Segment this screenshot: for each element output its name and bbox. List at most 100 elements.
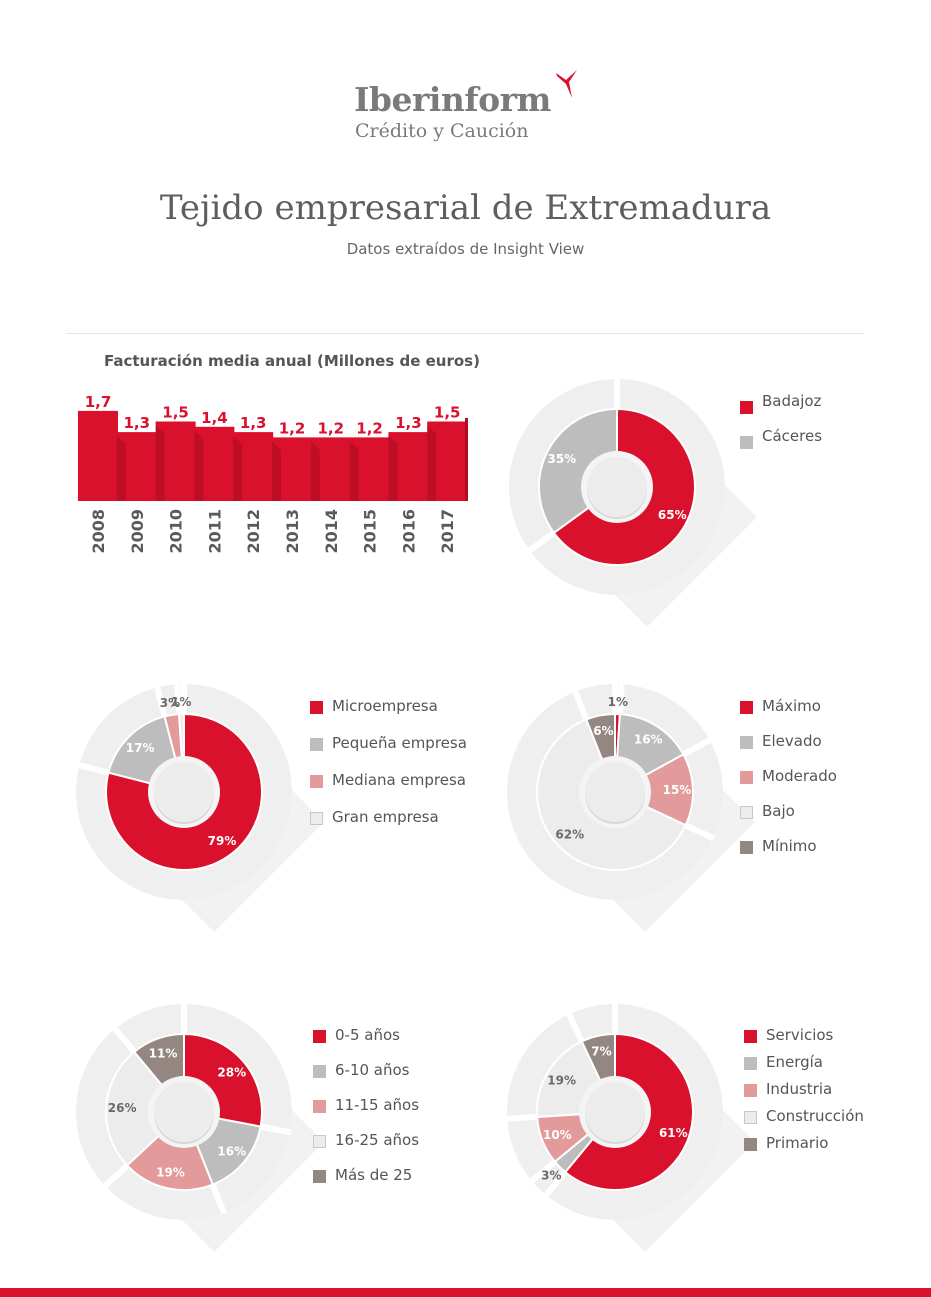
x-tick-label: 2016 xyxy=(399,509,418,554)
sector-donut-chart: 61% 3% 10% 19% 7% xyxy=(506,1003,755,1252)
legend-swatch xyxy=(740,736,753,749)
donut-separator xyxy=(260,1123,292,1136)
legend-swatch xyxy=(744,1138,757,1151)
donut-separator xyxy=(543,1170,568,1198)
bar-chart-title: Facturación media anual (Millones de eur… xyxy=(104,352,480,370)
donut-percent-label: 6% xyxy=(593,724,613,738)
revenue-bar-chart: 1,7 2008 1,3 2009 1,5 2010 1,4 2011 1,3 2012 1,2 20… xyxy=(78,393,468,554)
legend-label: Más de 25 xyxy=(335,1166,413,1184)
legend-label: Cáceres xyxy=(762,427,823,445)
donut-percent-label: 19% xyxy=(547,1073,576,1087)
x-tick-label: 2009 xyxy=(128,509,147,554)
company-age-donut-chart: 28% 16% 19% 26% 11% xyxy=(76,1003,324,1252)
donut-separator xyxy=(616,683,625,715)
legend-swatch xyxy=(744,1057,757,1070)
legend-swatch xyxy=(310,738,323,751)
donut-percent-label: 11% xyxy=(149,1047,178,1061)
footer-accent-bar xyxy=(0,1288,931,1297)
legend-label: Moderado xyxy=(762,767,837,785)
donut-center xyxy=(154,762,214,822)
bar-chart-edge xyxy=(465,418,468,501)
company-age-legend: 0-5 años 6-10 años 11-15 años 16-25 años… xyxy=(313,1026,419,1201)
donut-percent-label: 65% xyxy=(658,508,687,522)
bar-fold-shade xyxy=(388,436,398,501)
donut-center xyxy=(585,1082,645,1142)
legend-item: Primario xyxy=(744,1134,864,1161)
legend-swatch xyxy=(744,1030,757,1043)
legend-swatch xyxy=(740,841,753,854)
legend-swatch xyxy=(740,806,753,819)
legend-item: Badajoz xyxy=(740,392,822,427)
donut-percent-label: 1% xyxy=(608,695,628,709)
bar-2010 xyxy=(155,421,196,501)
legend-swatch xyxy=(313,1135,326,1148)
donut-separator xyxy=(506,1113,538,1122)
legend-item: 16-25 años xyxy=(313,1131,419,1166)
bar-2017 xyxy=(427,421,468,501)
bar-fold-shade xyxy=(155,425,165,501)
bar-value-label: 1,2 xyxy=(356,419,383,437)
legend-label: Industria xyxy=(766,1080,833,1098)
bar-fold-shade xyxy=(78,415,87,501)
donut-separator xyxy=(572,689,590,721)
bar-2015 xyxy=(349,437,390,501)
legend-label: Bajo xyxy=(762,802,795,820)
legend-label: Primario xyxy=(766,1134,829,1152)
province-donut-chart: 65% 35% xyxy=(509,378,757,627)
legend-label: Microempresa xyxy=(332,697,438,715)
bar-value-label: 1,7 xyxy=(85,393,112,411)
legend-item: Pequeña empresa xyxy=(310,734,467,771)
bar-fold-shade xyxy=(349,441,359,501)
legend-label: Energía xyxy=(766,1053,823,1071)
bar-value-label: 1,3 xyxy=(395,414,422,432)
legend-swatch xyxy=(313,1030,326,1043)
risk-donut-chart: 1% 16% 15% 62% 6% xyxy=(507,683,755,932)
donut-center xyxy=(585,762,645,822)
legend-item: Servicios xyxy=(744,1026,864,1053)
bar-value-label: 1,5 xyxy=(162,404,189,422)
donut-separator xyxy=(565,1012,585,1043)
x-tick-label: 2008 xyxy=(89,509,108,554)
donut-percent-label: 19% xyxy=(156,1166,185,1180)
legend-item: Cáceres xyxy=(740,427,822,462)
legend-item: Máximo xyxy=(740,697,837,732)
bar-value-label: 1,5 xyxy=(434,404,461,422)
x-tick-label: 2011 xyxy=(205,509,224,554)
legend-item: Moderado xyxy=(740,767,837,802)
donut-percent-label: 1% xyxy=(171,695,191,709)
x-tick-label: 2014 xyxy=(322,509,341,554)
legend-swatch xyxy=(740,436,753,449)
donut-separator xyxy=(681,736,712,758)
bar-value-label: 1,2 xyxy=(279,419,306,437)
bar-2014 xyxy=(310,437,351,501)
legend-swatch xyxy=(744,1111,757,1124)
donut-percent-label: 15% xyxy=(663,783,692,797)
donut-percent-label: 10% xyxy=(543,1128,572,1142)
legend-swatch xyxy=(740,401,753,414)
bar-fold-shade xyxy=(427,425,437,501)
legend-swatch xyxy=(744,1084,757,1097)
legend-label: Máximo xyxy=(762,697,821,715)
bar-2008 xyxy=(78,410,118,501)
donut-percent-label: 26% xyxy=(108,1101,137,1115)
legend-swatch xyxy=(310,812,323,825)
legend-swatch xyxy=(313,1170,326,1183)
donut-separator xyxy=(527,530,556,554)
bar-2016 xyxy=(388,432,429,501)
legend-swatch xyxy=(740,771,753,784)
donut-percent-label: 3% xyxy=(541,1169,561,1183)
legend-swatch xyxy=(313,1100,326,1113)
legend-label: Servicios xyxy=(766,1026,834,1044)
bar-2011 xyxy=(194,426,235,501)
bar-fold-shade xyxy=(233,436,243,501)
risk-legend: Máximo Elevado Moderado Bajo Mínimo xyxy=(740,697,837,872)
bar-2013 xyxy=(272,437,312,501)
donut-percent-label: 79% xyxy=(208,834,237,848)
x-tick-label: 2017 xyxy=(438,509,457,554)
donut-separator xyxy=(174,683,183,715)
legend-swatch xyxy=(740,701,753,714)
donut-percent-label: 3% xyxy=(160,696,180,710)
bar-fold-shade xyxy=(310,441,320,501)
donut-percent-label: 28% xyxy=(217,1065,246,1079)
donut-percent-label: 35% xyxy=(547,452,576,466)
